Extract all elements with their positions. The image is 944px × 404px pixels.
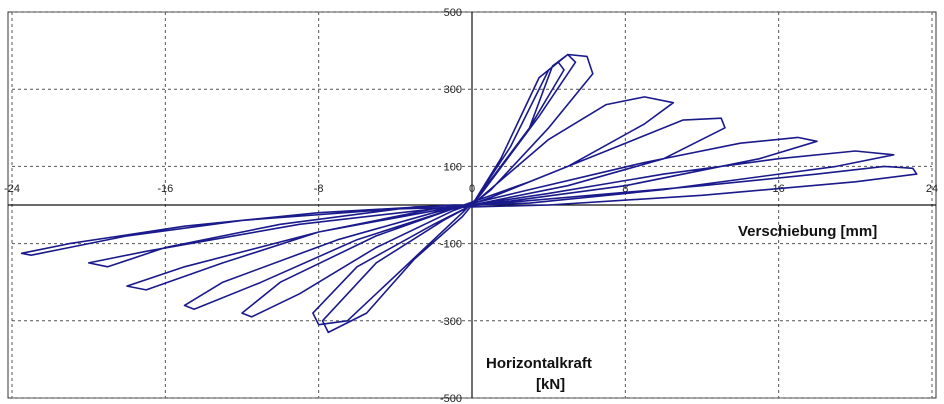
y-tick-label-4: -300 <box>440 316 462 328</box>
x-tick-label-4: 8 <box>622 183 628 195</box>
x-tick-label-6: 24 <box>926 183 938 195</box>
y-tick-label-5: -500 <box>440 393 462 404</box>
y-axis-title-line2: [kN] <box>536 376 565 393</box>
x-tick-label-2: -8 <box>314 183 324 195</box>
y-axis-title-line1: Horizontalkraft <box>486 355 592 372</box>
series-line-0 <box>20 53 918 334</box>
y-tick-label-2: 100 <box>444 161 462 173</box>
x-axis-title: Verschiebung [mm] <box>738 223 877 240</box>
x-tick-label-0: -24 <box>4 183 20 195</box>
data-series <box>20 53 918 334</box>
x-tick-label-3: 0 <box>469 183 475 195</box>
y-tick-label-3: -100 <box>440 239 462 251</box>
y-tick-label-1: 300 <box>444 84 462 96</box>
y-tick-label-0: 500 <box>444 7 462 19</box>
x-tick-label-1: -16 <box>157 183 173 195</box>
